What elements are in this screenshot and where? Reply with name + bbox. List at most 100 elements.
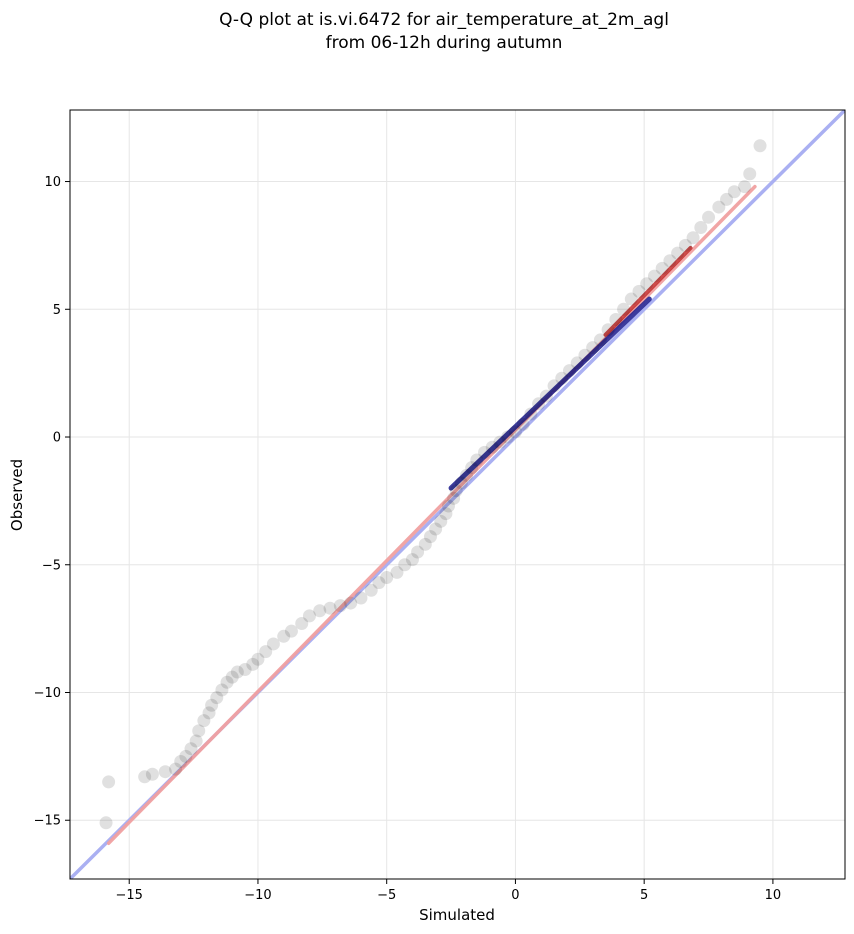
x-tick-label-1: −10 [244,888,271,903]
data-point-82 [712,200,726,214]
data-point-6 [174,754,188,768]
data-point-23 [266,637,280,651]
plot-area-frame [69,109,846,880]
data-point-63 [563,364,577,378]
data-point-8 [184,742,198,756]
chart-title-line-1: Q-Q plot at is.vi.6472 for air_temperatu… [219,10,669,30]
x-tick-label-5: 10 [765,888,782,903]
data-point-0 [102,775,116,789]
data-point-76 [663,254,677,268]
data-point-40 [418,537,432,551]
data-point-35 [380,571,394,585]
fit-line [106,184,757,845]
x-tick-label-2: −5 [377,888,396,903]
data-point-15 [215,683,229,697]
data-point-49 [460,468,474,482]
y-tick-label-5: 10 [44,175,61,190]
data-point-41 [423,530,437,544]
data-point-38 [405,553,419,567]
data-point-54 [493,435,507,449]
data-point-58 [524,407,538,421]
data-point-44 [439,507,453,521]
data-point-43 [434,514,448,528]
data-point-36 [390,565,404,579]
data-point-27 [302,609,316,623]
data-point-18 [230,665,244,679]
data-point-77 [671,246,685,260]
data-point-85 [738,180,752,194]
data-point-28 [313,604,327,618]
data-point-52 [478,445,492,459]
y-tick-label-4: 5 [53,303,61,318]
data-point-59 [532,397,546,411]
data-point-53 [485,440,499,454]
y-tick-label-2: −5 [42,558,61,573]
x-tick-label-4: 5 [640,888,648,903]
x-axis-label: Simulated [419,906,495,924]
data-point-62 [555,371,569,385]
chart-title-line-2: from 06-12h during autumn [326,33,563,53]
data-point-22 [259,645,273,659]
data-point-86 [743,167,757,181]
data-point-65 [578,348,592,362]
fit-line-highlight [603,245,693,337]
data-point-12 [202,706,216,720]
data-point-26 [295,617,309,631]
data-point-19 [238,663,252,677]
data-point-81 [702,210,716,224]
data-point-3 [145,767,159,781]
data-point-66 [586,341,600,355]
reference-lines [70,110,845,879]
data-point-84 [727,185,741,199]
data-point-51 [470,453,484,467]
data-point-78 [678,238,692,252]
grid-lines [70,110,845,879]
data-point-74 [647,269,661,283]
data-point-68 [601,323,615,337]
data-point-33 [364,583,378,597]
data-point-46 [447,491,461,505]
data-point-42 [429,522,443,536]
y-tick-label-3: 0 [53,431,61,446]
data-point-73 [640,277,654,291]
data-point-56 [508,425,522,439]
data-point-70 [617,302,631,316]
data-point-10 [192,724,206,738]
y-axis-label: Observed [8,459,26,531]
y-tick-label-0: −15 [34,814,61,829]
data-point-80 [694,221,708,235]
data-point-72 [632,284,646,298]
data-point-20 [246,657,260,671]
data-point-25 [284,624,298,638]
data-point-50 [465,461,479,475]
y-axis-ticks: −15 −10 −5 0 5 10 [34,175,70,829]
data-points [99,139,767,830]
data-point-30 [333,599,347,613]
data-point-9 [189,734,203,748]
data-point-37 [398,558,412,572]
x-tick-label-0: −15 [116,888,143,903]
data-point-7 [179,749,193,763]
data-point-1 [99,816,113,830]
data-point-31 [344,596,358,610]
x-axis-ticks: −15 −10 −5 0 5 10 [116,879,782,903]
data-point-5 [169,762,183,776]
core-quantile-band [448,296,652,491]
data-point-24 [277,629,291,643]
data-point-67 [593,333,607,347]
data-point-14 [210,691,224,705]
data-point-13 [205,698,219,712]
x-tick-label-3: 0 [511,888,519,903]
data-point-48 [454,476,468,490]
data-point-29 [323,601,337,615]
data-point-2 [138,770,152,784]
data-point-39 [411,545,425,559]
data-point-64 [570,356,584,370]
data-point-32 [354,591,368,605]
data-point-34 [372,576,386,590]
data-point-87 [753,139,767,153]
data-point-83 [720,192,734,206]
data-point-61 [547,379,561,393]
data-point-55 [501,430,515,444]
